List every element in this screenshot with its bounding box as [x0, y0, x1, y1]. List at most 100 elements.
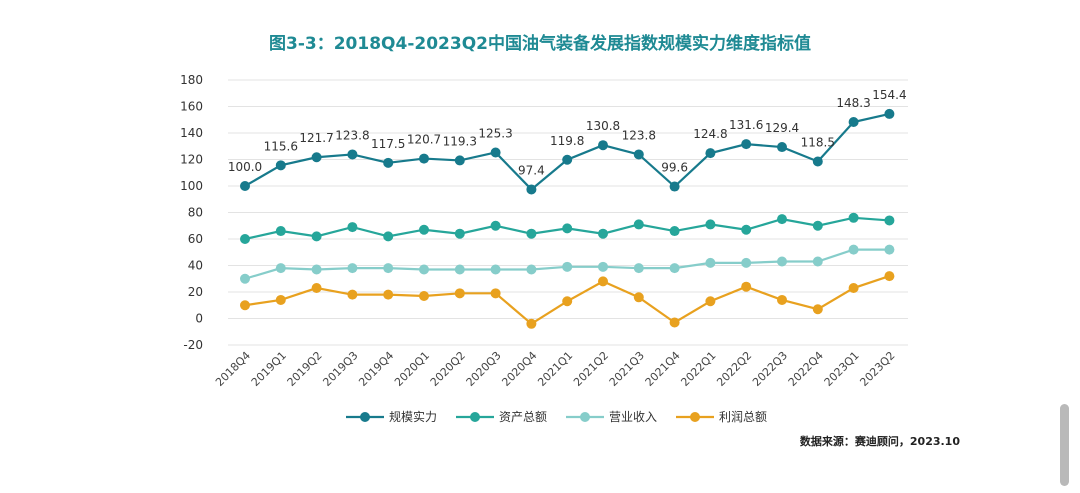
- data-point: [812, 256, 823, 267]
- data-label: 123.8: [335, 128, 369, 142]
- source-note: 数据来源：赛迪顾问，2023.10: [799, 435, 960, 448]
- data-point: [812, 304, 823, 315]
- y-tick-label: 60: [188, 232, 203, 246]
- x-tick-label: 2021Q1: [535, 349, 575, 389]
- legend-marker: [580, 412, 590, 422]
- y-tick-label: 120: [180, 153, 203, 167]
- data-point: [705, 219, 716, 230]
- data-point: [275, 263, 286, 274]
- series-3: [240, 244, 895, 284]
- data-label: 130.8: [586, 119, 620, 133]
- data-point: [454, 288, 465, 299]
- data-point: [526, 184, 537, 195]
- data-point: [669, 263, 680, 274]
- data-point: [705, 257, 716, 268]
- y-axis-ticks: 180 160 140 120 100 80 60 40 20 0 -20: [180, 73, 203, 352]
- x-tick-label: 2021Q2: [571, 349, 611, 389]
- data-point: [705, 296, 716, 307]
- data-point: [562, 296, 573, 307]
- x-tick-label: 2022Q3: [750, 349, 790, 389]
- data-point: [526, 228, 537, 239]
- data-point: [526, 318, 537, 329]
- legend-item: 资产总额: [456, 410, 547, 424]
- data-point: [848, 244, 859, 255]
- data-point: [490, 288, 501, 299]
- y-tick-label: 140: [180, 126, 203, 140]
- data-label: 119.8: [550, 134, 584, 148]
- data-point: [633, 219, 644, 230]
- y-tick-label: 0: [195, 312, 203, 326]
- data-label: 99.6: [661, 161, 688, 175]
- legend-label: 利润总额: [719, 410, 767, 424]
- data-point: [777, 214, 787, 225]
- y-tick-label: 160: [180, 100, 203, 114]
- data-point: [562, 154, 573, 165]
- legend-item: 营业收入: [566, 410, 657, 424]
- data-point: [669, 226, 680, 237]
- data-point: [311, 264, 322, 275]
- data-point: [347, 289, 358, 300]
- data-point: [777, 256, 787, 267]
- data-point: [419, 264, 429, 275]
- data-point: [633, 149, 644, 160]
- data-label: 100.0: [228, 160, 262, 174]
- data-point: [777, 142, 787, 153]
- legend-item: 规模实力: [346, 409, 437, 424]
- data-point: [705, 148, 716, 159]
- data-point: [848, 117, 859, 128]
- data-point: [419, 290, 429, 301]
- data-point: [526, 264, 537, 275]
- series-2: [240, 212, 895, 244]
- data-point: [275, 160, 286, 171]
- x-tick-label: 2022Q4: [786, 349, 826, 389]
- data-point: [383, 289, 394, 300]
- data-point: [419, 153, 429, 164]
- data-point: [454, 228, 465, 239]
- data-point: [669, 181, 680, 192]
- data-point: [454, 264, 465, 275]
- data-point: [848, 212, 859, 223]
- x-tick-label: 2022Q1: [678, 349, 718, 389]
- data-point: [633, 292, 644, 303]
- data-point: [490, 220, 501, 231]
- series-layer: [240, 108, 895, 329]
- x-tick-label: 2023Q1: [822, 349, 862, 389]
- x-tick-label: 2022Q2: [714, 349, 754, 389]
- data-point: [240, 300, 250, 311]
- data-point: [240, 181, 250, 191]
- data-point: [669, 317, 680, 328]
- data-label: 117.5: [371, 137, 405, 151]
- data-point: [311, 152, 322, 163]
- data-point: [311, 283, 322, 294]
- data-label: 124.8: [693, 127, 727, 141]
- x-tick-label: 2023Q2: [857, 349, 897, 389]
- x-tick-label: 2019Q3: [320, 349, 360, 389]
- data-point: [490, 264, 501, 275]
- x-axis-ticks: 2018Q42019Q12019Q22019Q32019Q42020Q12020…: [213, 349, 897, 389]
- data-point: [598, 228, 608, 239]
- legend-marker: [360, 412, 370, 422]
- legend-label: 规模实力: [389, 409, 437, 424]
- data-point: [419, 224, 429, 235]
- data-label: 115.6: [264, 139, 298, 153]
- data-point: [812, 156, 823, 167]
- x-tick-label: 2020Q3: [464, 349, 504, 389]
- series-4: [240, 271, 895, 329]
- data-point: [562, 261, 573, 272]
- data-point: [454, 155, 465, 166]
- data-point: [383, 231, 394, 242]
- data-point: [884, 215, 895, 226]
- data-point: [741, 257, 752, 268]
- legend-marker: [470, 412, 480, 422]
- x-tick-label: 2019Q4: [356, 349, 396, 389]
- data-point: [812, 220, 823, 231]
- legend-label: 营业收入: [609, 410, 657, 424]
- data-point: [347, 149, 358, 160]
- x-tick-label: 2018Q4: [213, 349, 253, 389]
- legend-marker: [690, 412, 700, 422]
- x-tick-label: 2020Q1: [392, 349, 432, 389]
- scrollbar-thumb[interactable]: [1060, 404, 1069, 486]
- data-point: [490, 147, 501, 158]
- data-point: [240, 234, 250, 244]
- y-tick-label: 80: [188, 206, 203, 220]
